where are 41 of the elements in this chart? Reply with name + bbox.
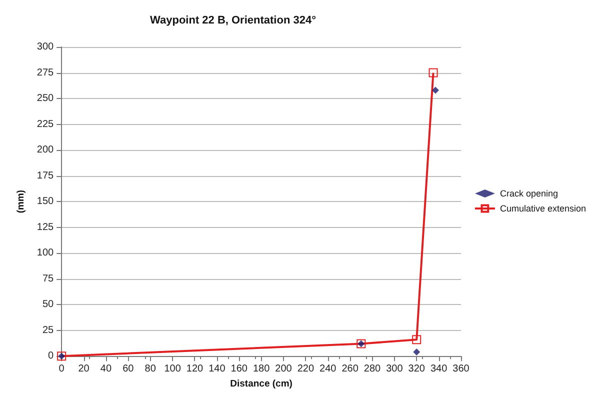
y-tick-label: 200 bbox=[36, 144, 54, 156]
y-tick-label: 125 bbox=[36, 222, 54, 233]
x-tick-label: 80 bbox=[144, 364, 156, 375]
y-tick-label: 250 bbox=[36, 93, 54, 104]
x-tick-label: 360 bbox=[452, 364, 470, 375]
x-tick-label: 100 bbox=[164, 364, 182, 375]
x-tick-label: 140 bbox=[208, 364, 226, 375]
y-tick-label: 225 bbox=[36, 118, 54, 130]
x-tick-label: 120 bbox=[186, 364, 204, 375]
y-tick-label: 150 bbox=[36, 196, 54, 208]
point bbox=[428, 68, 438, 78]
x-tick-label: 20 bbox=[78, 364, 90, 375]
x-tick-label: 60 bbox=[122, 364, 134, 375]
y-tick-label: 100 bbox=[36, 248, 54, 259]
point bbox=[432, 86, 439, 94]
chart-title: Waypoint 22 B, Orientation 324° bbox=[150, 14, 316, 26]
point bbox=[413, 348, 420, 356]
x-tick-label: 300 bbox=[386, 364, 404, 375]
point bbox=[412, 335, 422, 344]
x-tick-label: 40 bbox=[100, 364, 112, 375]
x-tick-label: 340 bbox=[430, 364, 448, 375]
x-tick-label: 160 bbox=[230, 364, 248, 375]
y-tick-label: 50 bbox=[42, 299, 54, 310]
legend-label: Cumulative extension bbox=[500, 204, 586, 214]
y-axis-title: (mm) bbox=[16, 190, 26, 214]
y-tick-label: 25 bbox=[42, 324, 54, 336]
x-tick-label: 240 bbox=[320, 364, 337, 375]
y-tick-label: 0 bbox=[48, 350, 54, 362]
x-tick-label: 280 bbox=[364, 364, 382, 375]
x-tick-label: 200 bbox=[275, 364, 292, 375]
legend-label: Crack opening bbox=[500, 188, 558, 198]
x-tick-label: 0 bbox=[58, 364, 65, 375]
y-tick-label: 300 bbox=[36, 42, 54, 52]
x-axis-title: Distance (cm) bbox=[230, 378, 292, 390]
y-tick-label: 275 bbox=[36, 67, 54, 78]
y-tick-label: 175 bbox=[36, 170, 54, 182]
x-tick-label: 260 bbox=[342, 364, 359, 375]
x-tick-label: 220 bbox=[297, 364, 314, 375]
x-tick-label: 180 bbox=[252, 364, 270, 375]
x-tick-label: 320 bbox=[408, 364, 426, 375]
y-tick-label: 75 bbox=[42, 273, 54, 284]
